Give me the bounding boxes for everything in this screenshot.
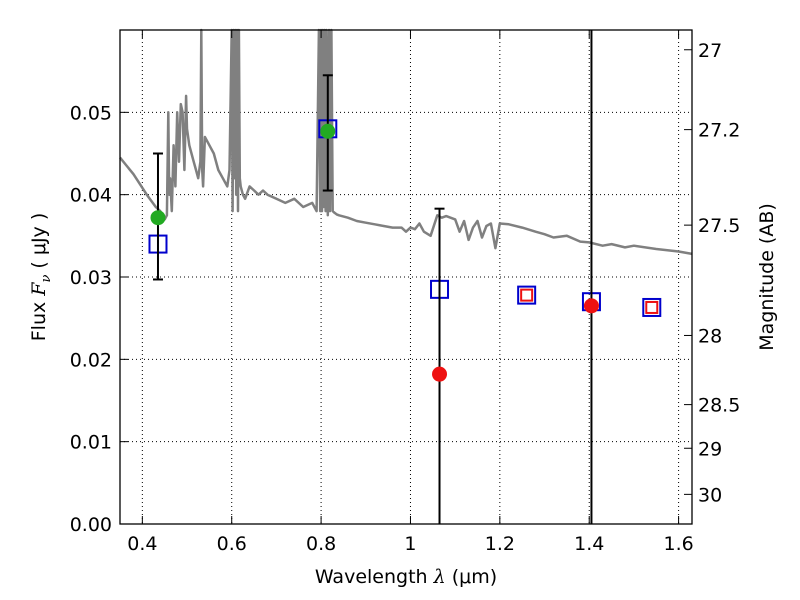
y2-tick-label: 27.5 — [698, 215, 740, 237]
y2-tick-label: 27.2 — [698, 120, 740, 142]
y-tick-label: 0.04 — [70, 185, 112, 207]
data-points — [148, 30, 662, 524]
photometry-square — [645, 300, 659, 314]
photometry-square — [517, 285, 537, 305]
axis-ticks: 0.4 0.6 0.8 1 1.2 1.4 1.6 0.00 0.01 0.02 0.03 0.04 0… — [70, 30, 740, 555]
y-tick-label: 0.01 — [70, 432, 112, 454]
x-tick-label: 0.4 — [127, 533, 157, 555]
model-spectrum-line — [119, 28, 693, 256]
flux-point — [583, 298, 599, 314]
y-tick-label: 0.05 — [70, 102, 112, 124]
x-tick-label: 1 — [404, 533, 416, 555]
y-tick-label: 0.03 — [70, 267, 112, 289]
y-axis-label: Flux Fν ( μJy ) — [28, 213, 54, 342]
x-tick-label: 0.8 — [306, 533, 336, 555]
y-tick-label: 0.02 — [70, 349, 112, 371]
x-tick-label: 1.6 — [663, 533, 693, 555]
y2-axis-label: Magnitude (AB) — [756, 203, 778, 351]
flux-point — [432, 366, 448, 382]
flux-point — [320, 123, 336, 139]
photometry-square — [642, 297, 662, 317]
flux-point — [150, 210, 166, 226]
y2-tick-label: 27 — [698, 40, 722, 62]
photometry-square — [520, 288, 534, 302]
plot-frame — [119, 29, 693, 525]
y2-tick-label: 30 — [698, 484, 722, 506]
model-spectrum — [119, 28, 693, 256]
y2-tick-label: 28 — [698, 325, 722, 347]
y2-tick-label: 28.5 — [698, 395, 740, 417]
x-tick-label: 1.2 — [485, 533, 515, 555]
y2-tick-label: 29 — [698, 438, 722, 460]
x-axis-label: Wavelength λ (μm) — [315, 566, 497, 588]
grid — [120, 30, 692, 525]
x-tick-label: 1.4 — [574, 533, 604, 555]
y-tick-label: 0.00 — [70, 514, 112, 536]
x-tick-label: 0.6 — [217, 533, 247, 555]
